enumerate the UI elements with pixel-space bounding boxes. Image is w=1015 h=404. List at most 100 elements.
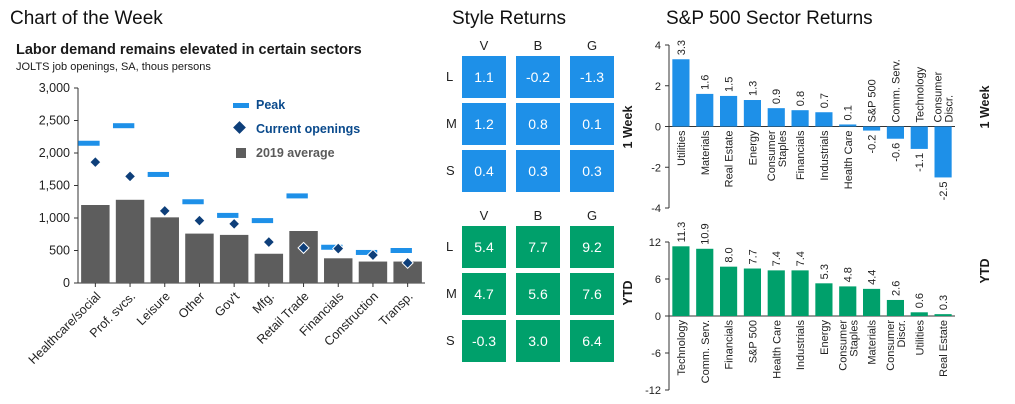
sector-value-label: 11.3 xyxy=(676,222,688,243)
sector-category-label: Health Care xyxy=(843,131,855,190)
sector-y-tick-label: -6 xyxy=(651,348,661,360)
sector-category-label: Utilities xyxy=(914,320,926,356)
sector-category-label: Consumer xyxy=(766,130,778,181)
sector-value-label: -0.6 xyxy=(890,143,902,162)
sector-category-label: Discr. xyxy=(944,95,956,123)
sector-bar xyxy=(696,93,714,127)
style-return-cell: 0.3 xyxy=(570,150,614,192)
style-return-cell: 0.3 xyxy=(516,150,560,192)
y-tick-label: 0 xyxy=(63,276,70,290)
labor-chart-subtitle: Labor demand remains elevated in certain… xyxy=(16,42,362,58)
sector-category-label: Financials xyxy=(795,130,807,180)
legend-avg-label: 2019 average xyxy=(256,146,335,160)
current-openings-point xyxy=(89,155,102,169)
sector-bar xyxy=(886,126,904,139)
sector-value-label: 1.6 xyxy=(700,75,712,90)
y-tick-label: 3,000 xyxy=(39,81,70,95)
style-return-cell: 0.8 xyxy=(516,103,560,145)
style-ytd-grid: V B G L 5.4 7.7 9.2 M 4.7 5.6 7.6 S -0.3 3.0 6.4 xyxy=(440,208,620,362)
current-openings-point xyxy=(401,256,414,270)
current-openings-point xyxy=(297,241,310,255)
style-ytd-side-label: YTD xyxy=(621,280,635,306)
sector-bar xyxy=(839,124,857,127)
style-column-header: G xyxy=(586,208,598,223)
labor-chart: 05001,0001,5002,0002,5003,000Healthcare/… xyxy=(26,81,425,367)
gray-square-icon xyxy=(232,145,250,161)
style-column-header: V xyxy=(479,38,489,53)
style-row-label: L xyxy=(446,239,454,254)
style-row-label: S xyxy=(446,333,455,348)
y-tick-label: 1,500 xyxy=(39,179,70,193)
avg-bar xyxy=(150,217,179,283)
style-return-cell: -0.2 xyxy=(516,56,560,98)
style-return-cell: 1.2 xyxy=(462,103,506,145)
current-openings-point xyxy=(262,235,276,249)
y-tick-label: 1,000 xyxy=(39,211,70,225)
x-category-label: Leisure xyxy=(134,289,173,328)
style-week-side-label: 1 Week xyxy=(621,105,635,149)
style-column-header: G xyxy=(586,38,598,53)
sector-bar xyxy=(815,112,833,127)
sector-y-tick-label: 2 xyxy=(655,81,661,93)
sector-week-side-label: 1 Week xyxy=(978,85,992,129)
peak-marker xyxy=(78,140,100,146)
legend-current-label: Current openings xyxy=(256,122,361,136)
left-panel-title: Chart of the Week xyxy=(10,8,163,29)
sector-bar xyxy=(863,126,881,131)
style-row-label: M xyxy=(446,286,457,301)
x-category-label: Transp. xyxy=(376,289,416,329)
sector-value-label: 10.9 xyxy=(700,223,712,244)
sector-category-label: Energy xyxy=(747,130,759,165)
sector-value-label: 1.3 xyxy=(747,81,759,96)
style-return-cell: 9.2 xyxy=(570,226,614,268)
avg-bar xyxy=(219,234,249,283)
peak-dash-icon xyxy=(232,97,250,113)
sector-category-label: Industrials xyxy=(819,130,831,181)
current-openings-point xyxy=(227,217,241,231)
peak-marker xyxy=(182,199,204,205)
peak-marker xyxy=(251,218,274,224)
style-return-cell: 7.6 xyxy=(570,273,614,315)
current-openings-point xyxy=(158,204,171,218)
sector-value-label: 8.0 xyxy=(724,247,736,262)
x-category-label: Gov't xyxy=(212,289,243,320)
sector-bar xyxy=(696,248,714,316)
sector-category-label: Health Care xyxy=(771,320,783,379)
style-return-cell: 5.4 xyxy=(462,226,506,268)
sector-value-label: 0.1 xyxy=(843,105,855,120)
style-week-grid: V B G L 1.1 -0.2 -1.3 M 1.2 0.8 0.1 S 0.4 0.3 0.3 xyxy=(440,38,620,192)
sector-value-label: 1.5 xyxy=(724,77,736,92)
current-openings-point xyxy=(332,242,345,255)
style-panel-title: Style Returns xyxy=(452,8,567,29)
x-category-label: Mfg. xyxy=(250,289,277,316)
sector-value-label: 0.7 xyxy=(819,93,831,108)
x-category-label: Other xyxy=(176,289,208,321)
peak-marker xyxy=(112,123,135,129)
style-return-cell: 4.7 xyxy=(462,273,506,315)
sector-category-label: Discr. xyxy=(896,320,908,348)
avg-bar xyxy=(81,205,110,283)
sector-value-label: 0.8 xyxy=(795,91,807,106)
peak-marker xyxy=(286,193,308,199)
sector-bar xyxy=(672,246,690,316)
sector-value-label: -0.2 xyxy=(867,135,879,154)
sector-bar xyxy=(767,108,785,127)
sector-value-label: 2.6 xyxy=(890,281,902,296)
sector-category-label: Real Estate xyxy=(938,320,950,377)
sector-category-label: Materials xyxy=(700,130,712,175)
sector-category-label: Consumer xyxy=(837,320,849,371)
current-openings-point xyxy=(193,214,206,227)
sector-bar xyxy=(767,270,785,316)
sector-panel-title: S&P 500 Sector Returns xyxy=(666,8,873,29)
sector-value-label: -2.5 xyxy=(938,181,950,200)
sector-bar xyxy=(720,266,738,316)
sector-category-label: Financials xyxy=(724,320,736,370)
avg-bar xyxy=(185,233,214,283)
sector-category-label: Consumer xyxy=(933,71,945,122)
style-return-cell: 0.4 xyxy=(462,150,506,192)
sector-value-label: -1.1 xyxy=(914,153,926,172)
sector-category-label: Comm. Serv. xyxy=(890,59,902,122)
sector-y-tick-label: -2 xyxy=(651,162,661,174)
sector-bar xyxy=(886,299,904,316)
avg-bar xyxy=(393,261,422,283)
